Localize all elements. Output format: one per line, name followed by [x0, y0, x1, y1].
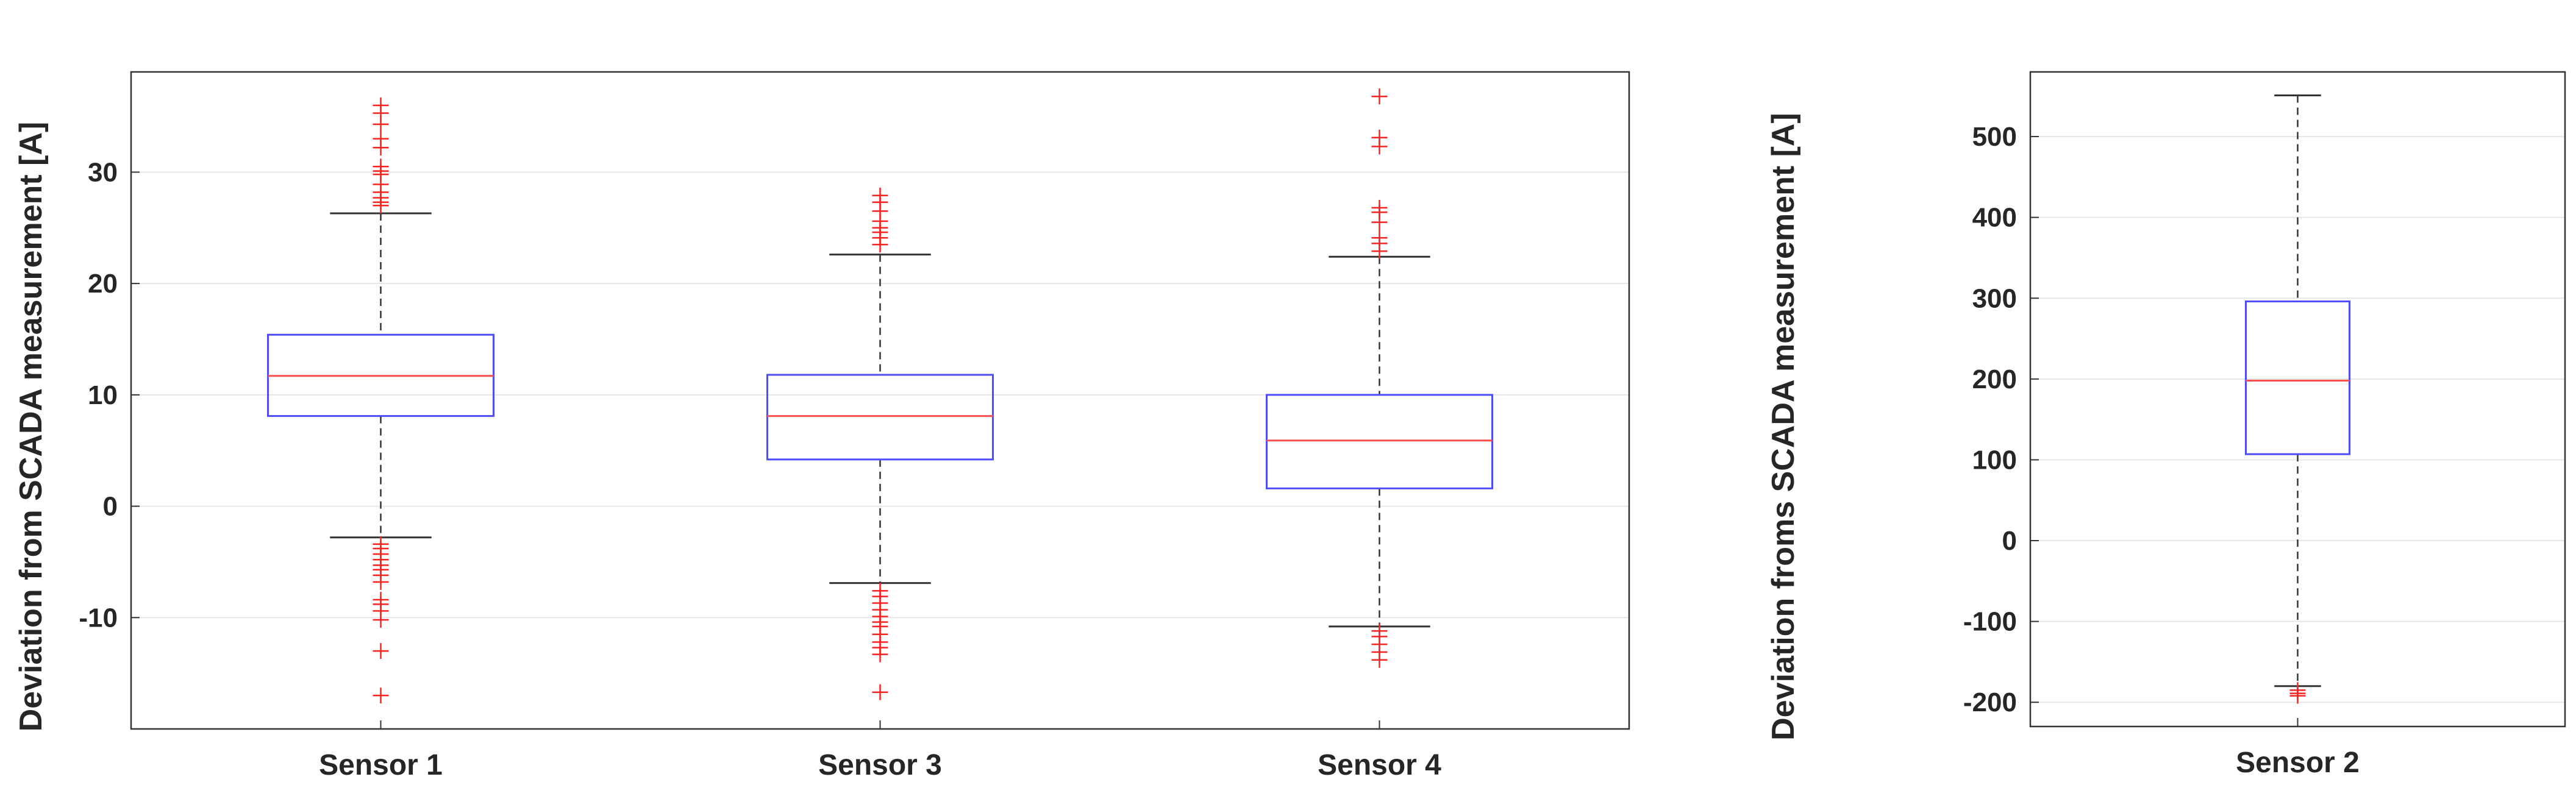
outlier-marker [373, 687, 389, 704]
y-tick-label: -200 [1963, 687, 2017, 717]
box-iqr [766, 374, 994, 461]
x-category-label: Sensor 1 [319, 749, 443, 781]
y-tick-label: 200 [1972, 364, 2017, 394]
outlier-marker [1371, 214, 1388, 230]
boxplot-panel-left: Deviation from SCADA measurement [A] -10… [13, 71, 1630, 781]
x-category-label: Sensor 3 [818, 749, 942, 781]
y-tick-label: -10 [79, 603, 118, 633]
y-tick-label: 500 [1972, 122, 2017, 152]
outlier-marker [1371, 243, 1388, 260]
y-axis-label: Deviation from SCADA measurement [A] [13, 122, 49, 732]
axes-frame [2029, 71, 2566, 728]
outlier-marker [373, 574, 389, 590]
y-tick-label: 20 [88, 269, 118, 299]
outlier-marker [373, 140, 389, 156]
outlier-marker [373, 643, 389, 659]
boxplot-panel-right: Deviation froms SCADA measurement [A] -2… [1766, 71, 2566, 779]
box-iqr [2245, 300, 2350, 455]
outlier-marker [872, 684, 888, 700]
outlier-marker [1371, 88, 1388, 105]
outlier-marker [2289, 687, 2306, 704]
outlier-marker [373, 611, 389, 628]
outlier-marker [373, 197, 389, 214]
y-tick-label: -100 [1963, 607, 2017, 637]
x-category-label: Sensor 4 [1318, 749, 1441, 781]
box-iqr [1266, 394, 1493, 489]
y-tick-label: 400 [1972, 203, 2017, 233]
y-axis-label: Deviation froms SCADA measurement [A] [1766, 113, 1801, 741]
outlier-marker [872, 236, 888, 253]
y-tick-label: 100 [1972, 445, 2017, 475]
outlier-marker [872, 646, 888, 663]
y-tick-label: 0 [103, 492, 118, 522]
outlier-marker [1371, 138, 1388, 155]
y-tick-label: 30 [88, 157, 118, 187]
outlier-marker [1371, 652, 1388, 668]
x-category-label: Sensor 2 [2236, 747, 2360, 779]
axes-frame [130, 71, 1630, 730]
outlier-marker [373, 116, 389, 132]
y-tick-label: 10 [88, 380, 118, 410]
y-tick-label: 0 [2002, 526, 2017, 556]
y-tick-label: 300 [1972, 283, 2017, 313]
